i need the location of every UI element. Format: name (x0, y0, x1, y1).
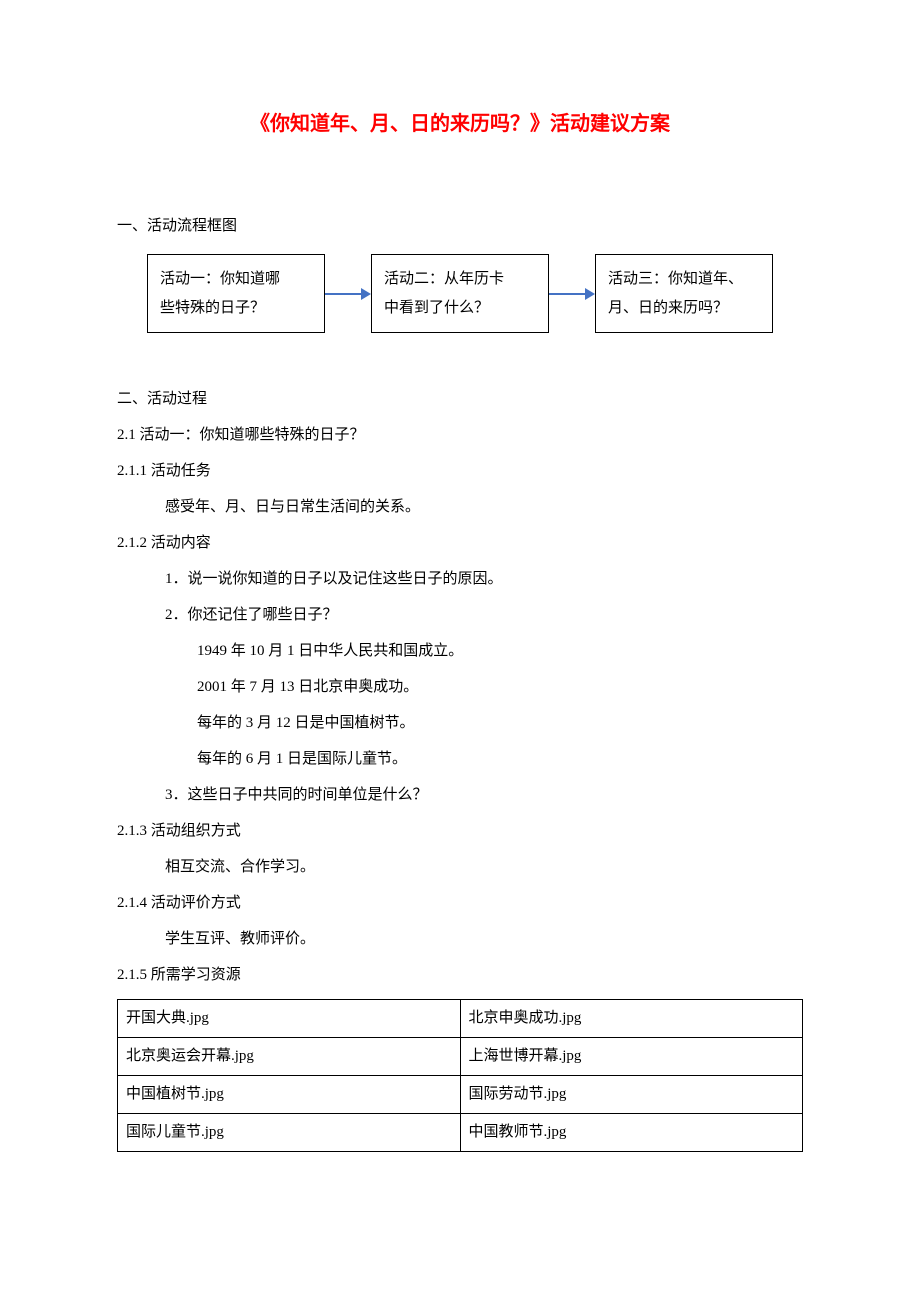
flowchart: 活动一：你知道哪 些特殊的日子？ 活动二：从年历卡 中看到了什么？ 活动三：你知… (117, 254, 803, 333)
arrow-line-icon (549, 293, 585, 295)
list-item-2d: 每年的 6 月 1 日是国际儿童节。 (117, 741, 803, 777)
table-row: 国际儿童节.jpg 中国教师节.jpg (118, 1114, 803, 1152)
arrow-head-icon (585, 288, 595, 300)
resources-table: 开国大典.jpg 北京申奥成功.jpg 北京奥运会开幕.jpg 上海世博开幕.j… (117, 999, 803, 1152)
table-cell: 国际劳动节.jpg (460, 1076, 803, 1114)
arrow-line-icon (325, 293, 361, 295)
flowchart-box-3: 活动三：你知道年、 月、日的来历吗？ (595, 254, 773, 333)
subsection-2-1-2-heading: 2.1.2 活动内容 (117, 525, 803, 561)
list-item-3: 3．这些日子中共同的时间单位是什么？ (117, 777, 803, 813)
section-1-heading: 一、活动流程框图 (117, 208, 803, 244)
subsection-2-1-5-heading: 2.1.5 所需学习资源 (117, 957, 803, 993)
flow-box-2-line-2: 中看到了什么？ (384, 294, 536, 323)
subsection-2-1-4-content: 学生互评、教师评价。 (117, 921, 803, 957)
flow-box-1-line-1: 活动一：你知道哪 (160, 265, 312, 294)
flow-box-1-line-2: 些特殊的日子？ (160, 294, 312, 323)
flow-box-3-line-1: 活动三：你知道年、 (608, 265, 760, 294)
list-item-2c: 每年的 3 月 12 日是中国植树节。 (117, 705, 803, 741)
flowchart-arrow-1 (325, 288, 371, 300)
flowchart-box-2: 活动二：从年历卡 中看到了什么？ (371, 254, 549, 333)
list-item-1: 1．说一说你知道的日子以及记住这些日子的原因。 (117, 561, 803, 597)
flowchart-arrow-2 (549, 288, 595, 300)
table-cell: 北京奥运会开幕.jpg (118, 1038, 461, 1076)
subsection-2-1-3-content: 相互交流、合作学习。 (117, 849, 803, 885)
subsection-2-1-3-heading: 2.1.3 活动组织方式 (117, 813, 803, 849)
flow-box-3-line-2: 月、日的来历吗？ (608, 294, 760, 323)
list-item-2a: 1949 年 10 月 1 日中华人民共和国成立。 (117, 633, 803, 669)
flow-box-2-line-1: 活动二：从年历卡 (384, 265, 536, 294)
table-cell: 上海世博开幕.jpg (460, 1038, 803, 1076)
table-cell: 中国植树节.jpg (118, 1076, 461, 1114)
section-2-heading: 二、活动过程 (117, 381, 803, 417)
list-item-2b: 2001 年 7 月 13 日北京申奥成功。 (117, 669, 803, 705)
flowchart-box-1: 活动一：你知道哪 些特殊的日子？ (147, 254, 325, 333)
subsection-2-1-1-heading: 2.1.1 活动任务 (117, 453, 803, 489)
list-item-2: 2．你还记住了哪些日子？ (117, 597, 803, 633)
table-cell: 北京申奥成功.jpg (460, 1000, 803, 1038)
subsection-2-1-4-heading: 2.1.4 活动评价方式 (117, 885, 803, 921)
arrow-head-icon (361, 288, 371, 300)
subsection-2-1-1-content: 感受年、月、日与日常生活间的关系。 (117, 489, 803, 525)
table-cell: 开国大典.jpg (118, 1000, 461, 1038)
table-cell: 国际儿童节.jpg (118, 1114, 461, 1152)
subsection-2-1: 2.1 活动一：你知道哪些特殊的日子？ (117, 417, 803, 453)
table-cell: 中国教师节.jpg (460, 1114, 803, 1152)
table-row: 北京奥运会开幕.jpg 上海世博开幕.jpg (118, 1038, 803, 1076)
table-row: 开国大典.jpg 北京申奥成功.jpg (118, 1000, 803, 1038)
document-title: 《你知道年、月、日的来历吗？》活动建议方案 (117, 100, 803, 148)
table-row: 中国植树节.jpg 国际劳动节.jpg (118, 1076, 803, 1114)
